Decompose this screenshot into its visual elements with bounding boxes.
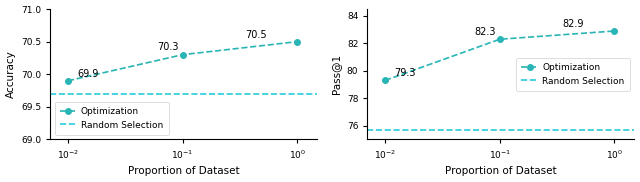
Legend: Optimization, Random Selection: Optimization, Random Selection [55, 102, 168, 135]
Y-axis label: Accuracy: Accuracy [6, 50, 15, 98]
Text: 69.9: 69.9 [77, 69, 99, 79]
Text: 70.5: 70.5 [245, 30, 267, 40]
X-axis label: Proportion of Dataset: Proportion of Dataset [128, 167, 239, 176]
Text: 82.3: 82.3 [474, 27, 496, 37]
Optimization [64, 80, 72, 82]
Optimization [179, 54, 186, 56]
Optimization [381, 79, 389, 82]
Line: Optimization: Optimization [65, 39, 300, 84]
Text: 79.3: 79.3 [394, 68, 415, 78]
Legend: Optimization, Random Selection: Optimization, Random Selection [516, 58, 630, 91]
Optimization [293, 41, 301, 43]
Optimization [496, 38, 504, 40]
Text: 82.9: 82.9 [562, 19, 584, 29]
Optimization [611, 30, 618, 32]
Text: 70.3: 70.3 [157, 42, 179, 52]
Line: Optimization: Optimization [382, 28, 617, 83]
Y-axis label: Pass@1: Pass@1 [332, 54, 341, 94]
X-axis label: Proportion of Dataset: Proportion of Dataset [445, 167, 557, 176]
